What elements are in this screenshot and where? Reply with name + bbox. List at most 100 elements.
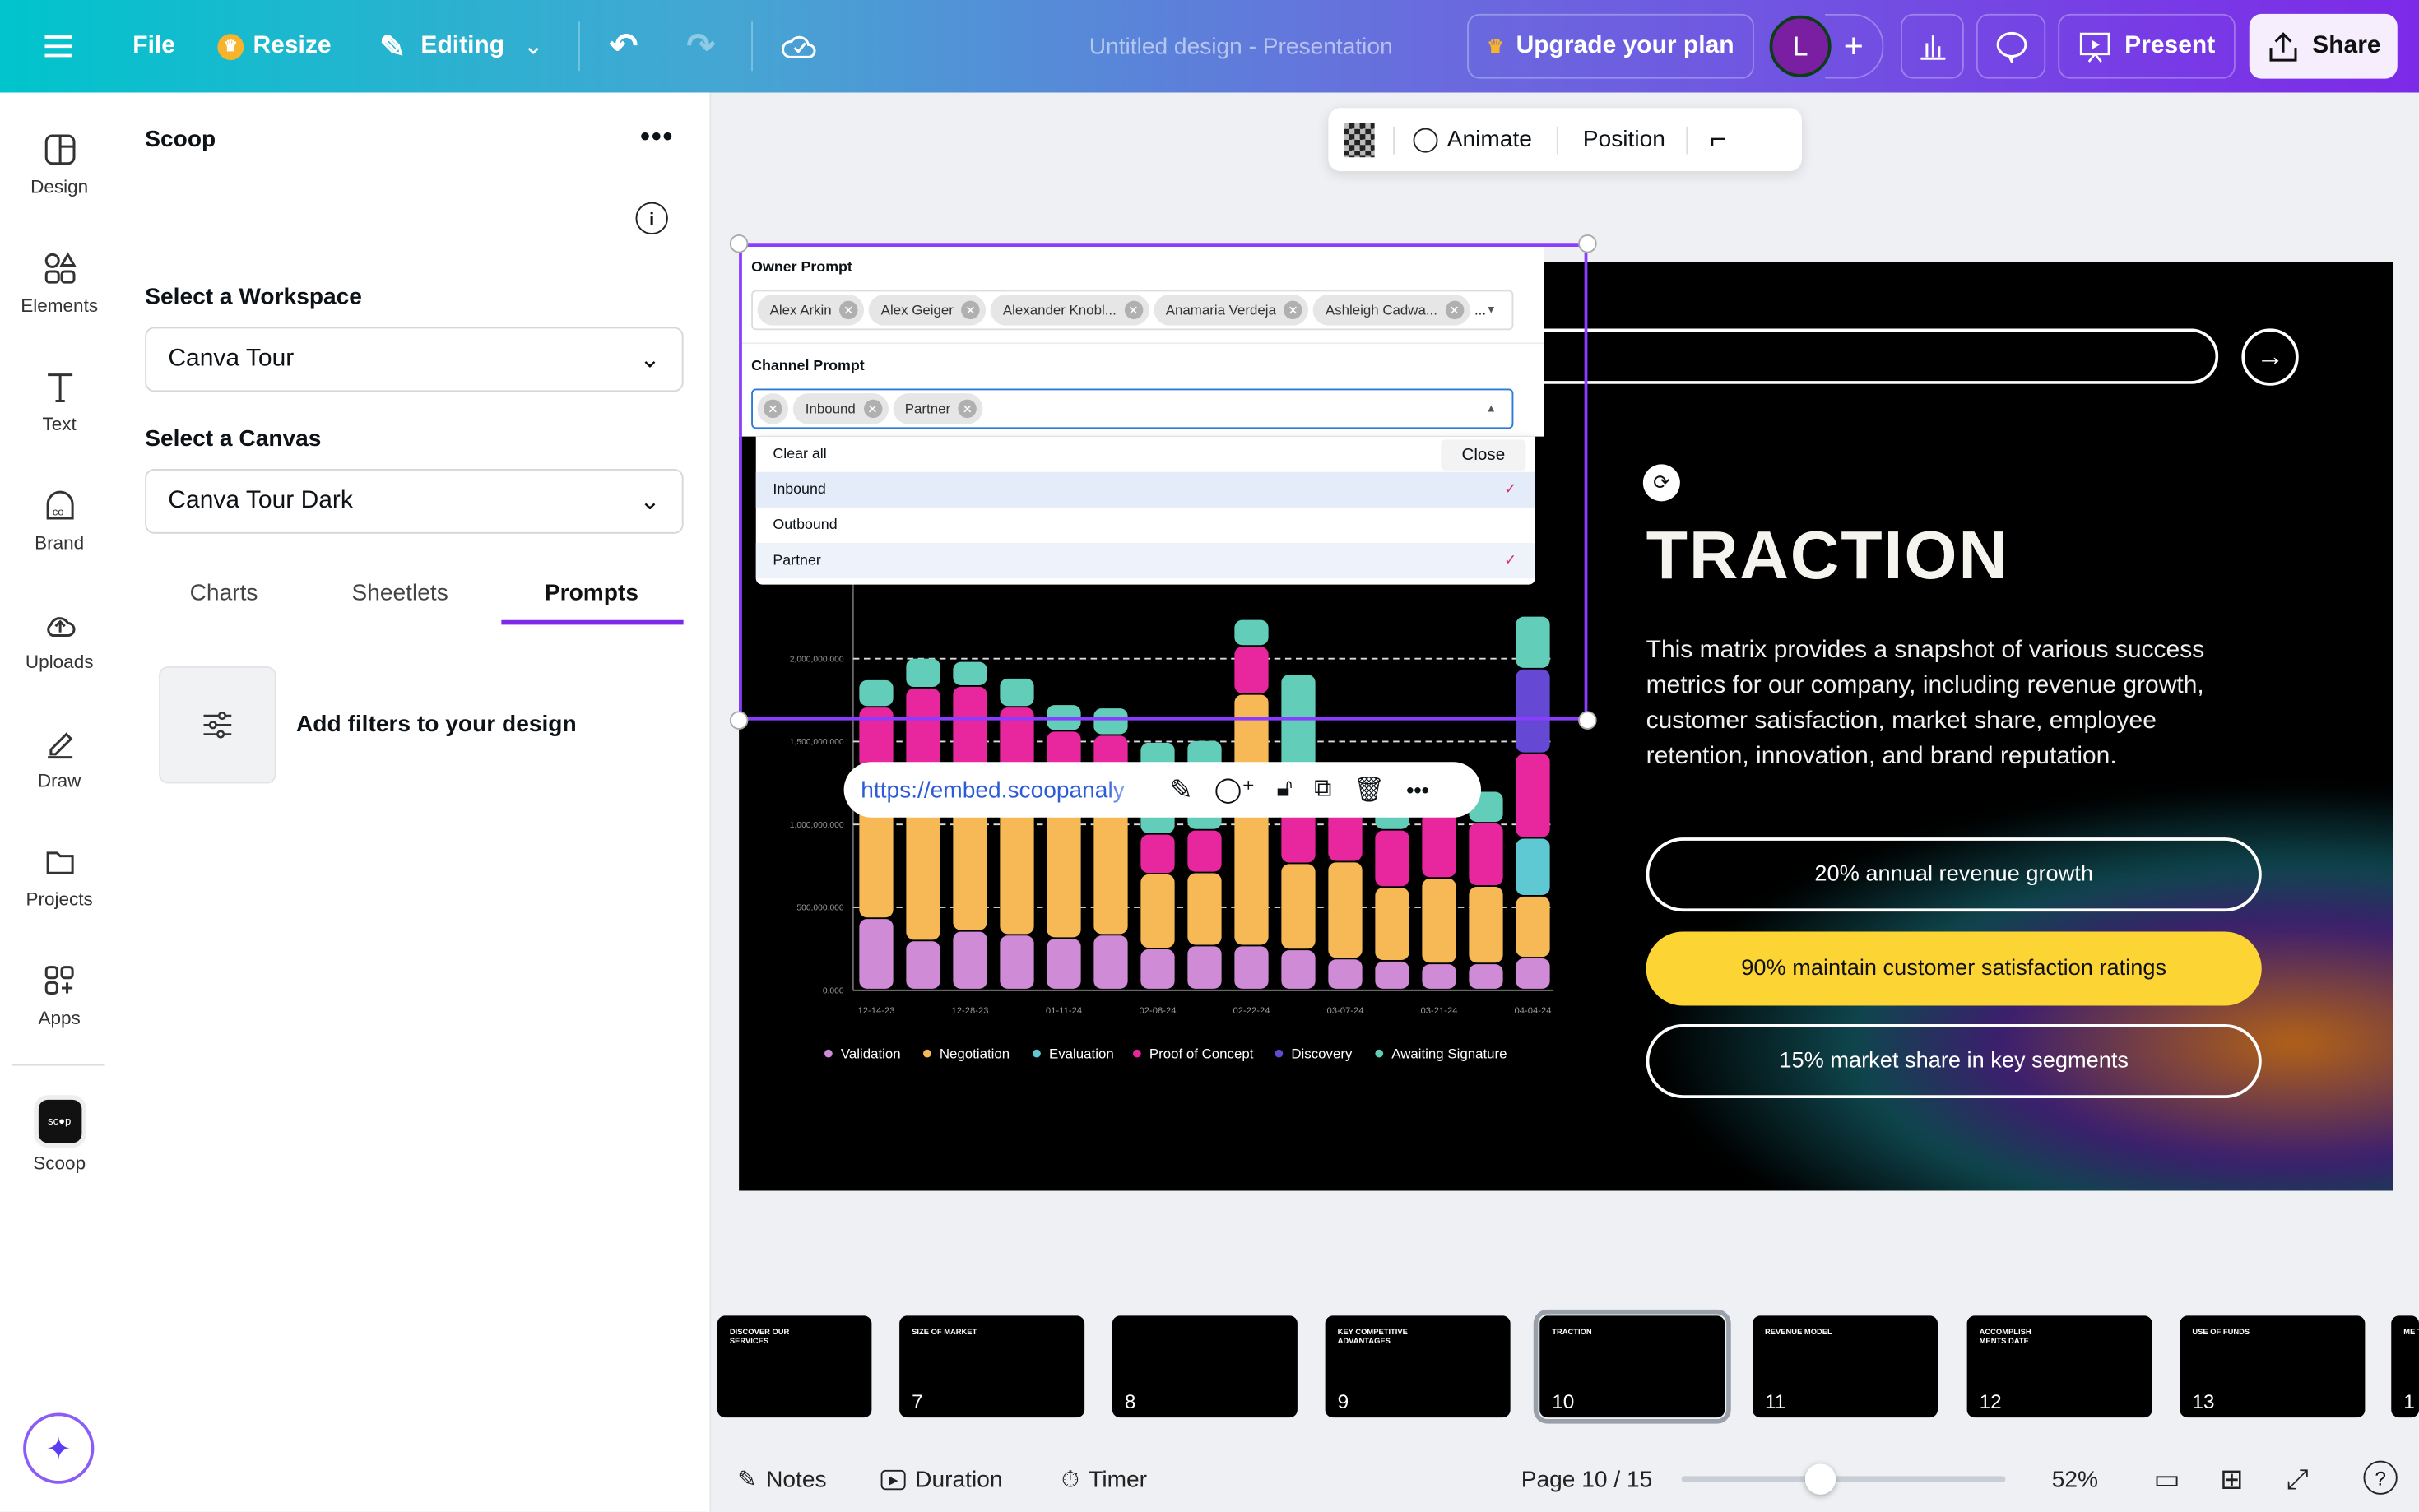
slide-thumbnail[interactable]: ACCOMPLISH MENTS DATE 12 [1966,1315,2152,1418]
channel-prompt-select[interactable]: ✕ Inbound ✕ Partner ✕ ▲ [751,388,1514,429]
resize-handle[interactable] [1578,234,1597,253]
file-menu[interactable]: File [132,0,175,93]
grid-view-icon[interactable]: ⊞ [2220,1463,2244,1494]
menu-button[interactable] [44,0,73,93]
rail-item-design[interactable]: Design [0,132,118,197]
resize-handle[interactable] [1578,711,1597,730]
tab-charts[interactable]: Charts [189,580,258,606]
clear-chips[interactable]: ✕ [757,393,789,424]
remove-chip-icon[interactable]: ✕ [958,399,977,419]
crown-icon: ♛ [217,33,244,60]
rail-item-text[interactable]: Text [0,370,118,435]
rail-item-projects[interactable]: Projects [0,846,118,910]
slide-thumbnail[interactable]: 8 [1112,1315,1298,1418]
rail-item-uploads[interactable]: Uploads [0,608,118,673]
cloud-save-status[interactable] [781,0,818,93]
unlock-icon[interactable]: 🔓︎ [1276,776,1293,802]
embed-url-link[interactable]: https://embed.scoopanaly [861,777,1125,803]
timer-button[interactable]: ⏱︎ Timer [1061,1459,1147,1500]
notes-button[interactable]: ✎ Notes [737,1459,826,1500]
rail-item-draw[interactable]: Draw [0,726,118,791]
resize-button[interactable]: ♛ Resize [217,0,332,93]
option-partner[interactable]: Partner ✓ [755,543,1535,579]
help-icon[interactable]: ? [2363,1460,2398,1495]
trash-icon[interactable]: 🗑︎ [1353,777,1385,804]
slide-thumbnail[interactable]: REVENUE MODEL 11 [1753,1315,1938,1418]
remove-chip-icon[interactable]: ✕ [839,300,858,320]
page-indicator[interactable]: Page 10 / 15 [1521,1466,1653,1493]
option-outbound[interactable]: Outbound [756,508,1535,543]
add-filter-button[interactable] [159,666,276,784]
transparency-icon[interactable] [1344,123,1375,157]
design-title[interactable]: Untitled design - Presentation [1089,0,1393,93]
redo-button[interactable]: ↷ [686,0,715,93]
position-button[interactable]: Position [1582,126,1665,153]
fullscreen-icon[interactable]: ⤢ [2286,1463,2309,1494]
rail-item-scoop[interactable]: sc●p Scoop [0,1099,118,1174]
thumbnail-number: 13 [2192,1389,2215,1413]
tab-prompts[interactable]: Prompts [544,580,638,606]
option-inbound[interactable]: Inbound ✓ [755,471,1535,508]
invite-button[interactable]: + [1825,13,1884,79]
channel-chip[interactable]: Inbound ✕ [792,393,889,424]
duplicate-icon[interactable]: ⧉ [1314,776,1332,802]
slide-thumbnail[interactable]: ME TEA 1 [2391,1315,2419,1418]
insights-button[interactable] [1901,13,1964,79]
present-button[interactable]: Present [2058,13,2236,79]
slide-thumbnail[interactable]: KEY COMPETITIVE ADVANTAGES 9 [1325,1315,1511,1418]
comments-button[interactable] [1976,13,2046,79]
slide-thumbnail[interactable]: TRACTION 10 [1533,1309,1731,1424]
upgrade-plan-button[interactable]: ♛ Upgrade your plan [1467,13,1754,79]
avatar[interactable]: L [1769,15,1832,77]
remove-chip-icon[interactable]: ✕ [1445,300,1464,320]
owner-chip[interactable]: Alexander Knobl... ✕ [990,295,1149,326]
zoom-percentage[interactable]: 52% [2051,1466,2099,1493]
resize-handle[interactable] [729,711,749,730]
close-button[interactable]: Close [1441,439,1526,471]
bar-segment-awaiting-signature [953,661,987,686]
refresh-icon[interactable]: ⟳ [1642,464,1680,502]
animate-button[interactable]: Animate [1413,127,1532,153]
clear-icon[interactable]: ✕ [764,399,782,419]
remove-chip-icon[interactable]: ✕ [863,399,882,419]
slide-thumbnail[interactable]: DISCOVER OUR SERVICES [717,1315,872,1418]
workspace-select[interactable]: Canva Tour ⌄ [145,327,684,392]
zoom-slider-handle[interactable] [1805,1463,1836,1495]
rail-item-apps[interactable]: Apps [0,964,118,1029]
share-button[interactable]: Share [2249,13,2398,79]
resize-handle[interactable] [729,234,749,253]
add-comment-icon[interactable]: ◯⁺ [1214,777,1256,804]
owner-chip[interactable]: Alex Arkin ✕ [757,295,865,326]
info-icon[interactable]: i [635,202,668,234]
more-options-icon[interactable]: ••• [1406,777,1429,802]
duration-button[interactable]: ▶ Duration [880,1459,1002,1500]
magic-assistant-button[interactable]: ✦ [23,1412,95,1484]
owner-chip[interactable]: Ashleigh Cadwa... ✕ [1312,295,1470,326]
rail-item-elements[interactable]: Elements [0,252,118,316]
slide-thumbnail[interactable]: USE OF FUNDS 13 [2180,1315,2366,1418]
timer-icon: ⏱︎ [1061,1466,1079,1493]
x-tick-label: 02-22-24 [1233,1006,1270,1016]
owner-chip[interactable]: Alex Geiger ✕ [868,295,987,326]
owner-chip[interactable]: Anamaria Verdeja ✕ [1153,295,1309,326]
avatar-initial: L [1792,30,1808,62]
tab-sheetlets[interactable]: Sheetlets [351,580,448,606]
rail-item-brand[interactable]: co Brand [0,489,118,554]
remove-chip-icon[interactable]: ✕ [1284,300,1302,320]
page-view-icon[interactable]: ▭ [2153,1463,2180,1494]
zoom-slider[interactable] [1681,1476,2006,1482]
pencil-icon[interactable]: ✎ [1169,773,1193,805]
clear-all-button[interactable]: Clear all [773,445,827,463]
slide-thumbnail[interactable]: SIZE OF MARKET 7 [899,1315,1085,1418]
slide-canvas[interactable]: → ⟳ TRACTION This matrix provides a snap… [739,262,2393,1191]
more-options-icon[interactable]: ••• [640,120,675,151]
remove-chip-icon[interactable]: ✕ [961,300,980,320]
owner-prompt-select[interactable]: Alex Arkin ✕ Alex Geiger ✕ Alexander Knobl… [751,290,1514,331]
remove-chip-icon[interactable]: ✕ [1124,300,1143,320]
editing-mode-button[interactable]: ✎ Editing ⌄ [379,0,543,93]
channel-chip[interactable]: Partner ✕ [892,393,983,424]
undo-button[interactable]: ↶ [610,0,638,93]
x-tick-label: 12-28-23 [951,1006,988,1016]
paint-roller-icon[interactable]: ⌐ [1710,123,1726,155]
canvas-select[interactable]: Canva Tour Dark ⌄ [145,469,684,534]
